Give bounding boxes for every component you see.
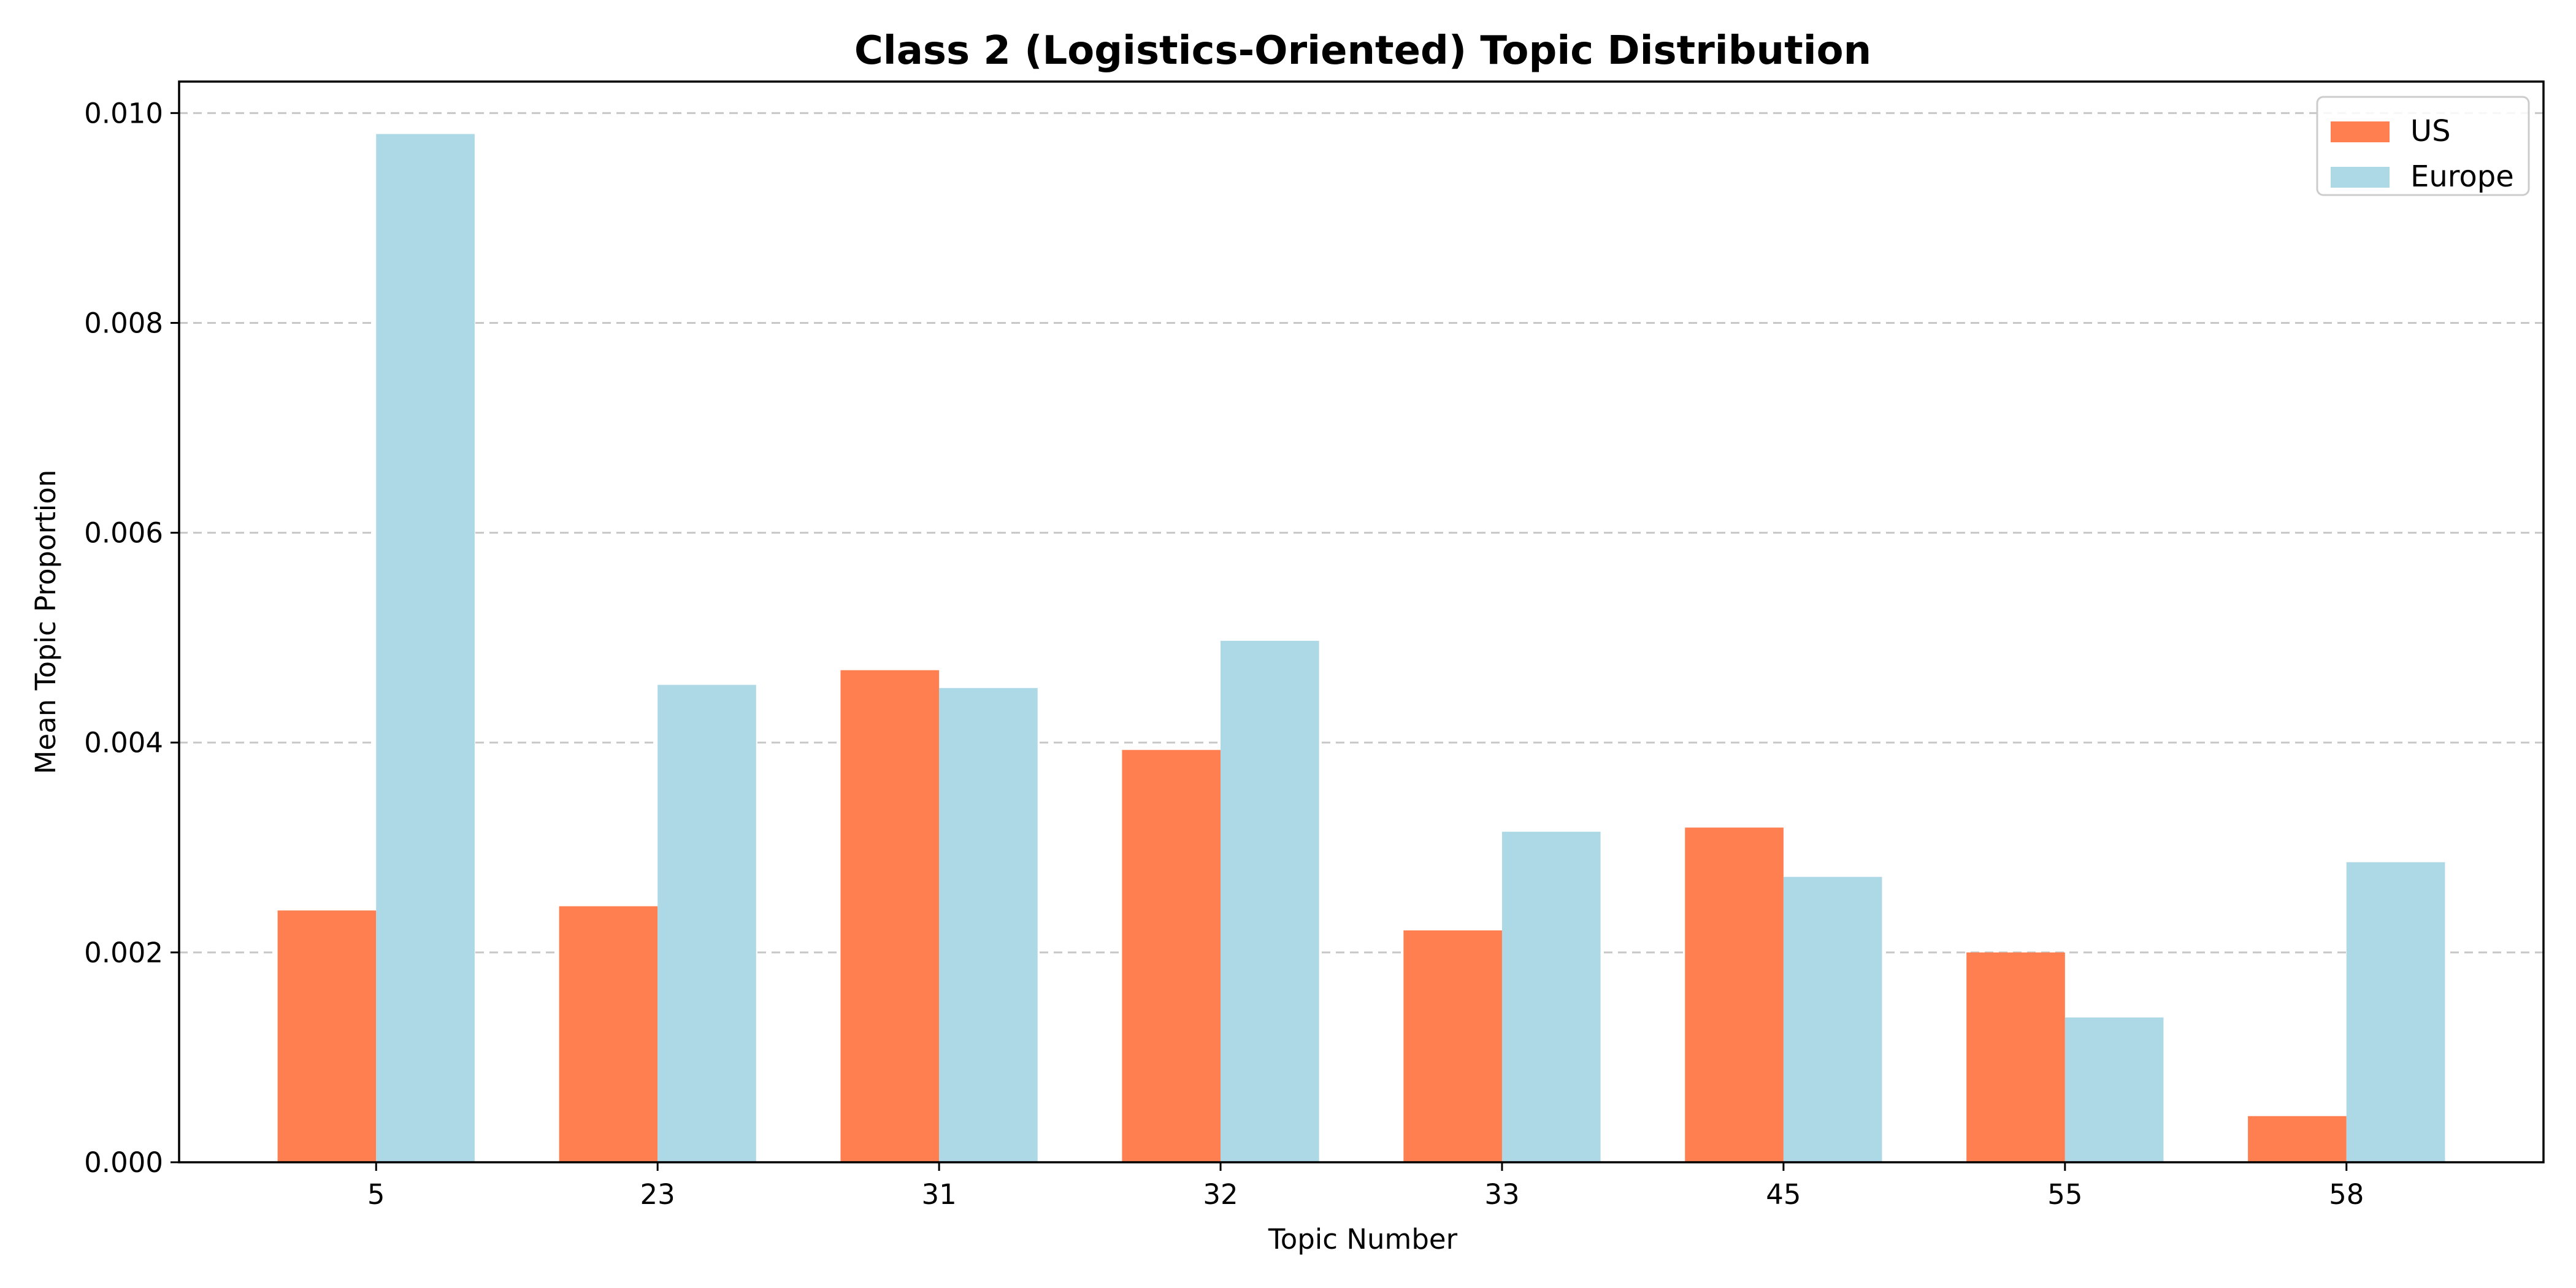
x-tick-label: 31	[921, 1178, 956, 1211]
bar-us-32	[1122, 749, 1221, 1162]
bar-europe-33	[1501, 832, 1601, 1162]
x-tick-label: 5	[367, 1178, 385, 1211]
y-tick-label: 0.006	[84, 517, 163, 550]
legend-label-us: US	[2410, 114, 2451, 148]
x-tick-label: 55	[2047, 1178, 2082, 1211]
x-tick-label: 23	[640, 1178, 675, 1211]
legend-swatch-europe	[2331, 167, 2390, 188]
bar-europe-55	[2064, 1017, 2164, 1162]
y-tick-label: 0.004	[84, 727, 163, 759]
legend-swatch-us	[2331, 121, 2390, 142]
x-axis-label: Topic Number	[1268, 1223, 1458, 1255]
bar-us-45	[1685, 827, 1784, 1162]
plot-frame	[178, 80, 2545, 1163]
x-tick-label: 33	[1484, 1178, 1519, 1211]
y-tick-label: 0.002	[84, 937, 163, 969]
x-tick-label: 32	[1203, 1178, 1238, 1211]
bar-us-55	[1966, 952, 2065, 1162]
x-axis: 5 23 31 32 33 45 55 58	[367, 1162, 2364, 1211]
y-axis-label: Mean Topic Proportion	[29, 470, 62, 775]
chart-title: Class 2 (Logistics-Oriented) Topic Distr…	[854, 28, 1871, 74]
bar-us-33	[1403, 930, 1502, 1162]
bar-us-5	[277, 910, 377, 1162]
bar-europe-23	[657, 684, 756, 1162]
bar-us-58	[2248, 1116, 2347, 1162]
y-axis: 0.000 0.002 0.004 0.006 0.008 0.010	[84, 97, 179, 1179]
legend: US Europe	[2316, 96, 2530, 196]
x-tick-label: 58	[2329, 1178, 2364, 1211]
bar-us-23	[559, 906, 658, 1162]
bars	[277, 134, 2445, 1163]
bar-us-31	[840, 670, 940, 1162]
legend-label-europe: Europe	[2410, 159, 2514, 194]
bar-europe-32	[1221, 640, 1319, 1162]
y-tick-label: 0.010	[84, 97, 163, 129]
y-tick-label: 0.008	[84, 307, 163, 339]
bar-europe-45	[1783, 876, 1882, 1162]
bar-europe-31	[939, 688, 1038, 1162]
y-tick-label: 0.000	[84, 1146, 163, 1179]
x-tick-label: 45	[1766, 1178, 1801, 1211]
bar-europe-5	[376, 134, 475, 1163]
bar-europe-58	[2346, 862, 2445, 1162]
grid-lines	[179, 112, 2543, 954]
